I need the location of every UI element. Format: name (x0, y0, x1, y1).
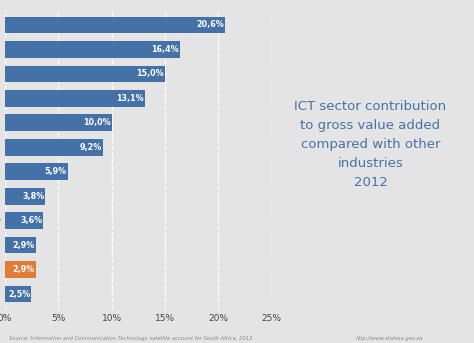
Bar (5, 163, 68, 180)
Bar (5, 17, 225, 33)
Text: 2,5%: 2,5% (8, 289, 30, 298)
Bar (5, 66, 165, 82)
Text: 13,1%: 13,1% (116, 94, 144, 103)
Bar (5, 90, 145, 107)
Text: ICT sector contribution
to gross value added
compared with other
industries
2012: ICT sector contribution to gross value a… (294, 100, 447, 189)
Bar (5, 139, 103, 156)
Text: 2,9%: 2,9% (12, 265, 35, 274)
Bar (5, 237, 36, 253)
Text: 5,9%: 5,9% (45, 167, 67, 176)
Text: 10,0%: 10,0% (83, 118, 110, 127)
Bar (5, 41, 180, 58)
Text: 3,8%: 3,8% (22, 192, 44, 201)
Bar (5, 261, 36, 278)
Text: Source: Information and Communication Technology satellite account for South Afr: Source: Information and Communication Te… (9, 336, 253, 341)
Bar (5, 188, 46, 204)
Text: 15,0%: 15,0% (137, 69, 164, 79)
Bar (5, 286, 31, 302)
Text: 16,4%: 16,4% (151, 45, 179, 54)
Text: 20,6%: 20,6% (196, 21, 224, 29)
Bar (5, 115, 111, 131)
Text: http://www.statssa.gov.za: http://www.statssa.gov.za (356, 336, 423, 341)
Text: 3,6%: 3,6% (20, 216, 42, 225)
Text: 9,2%: 9,2% (80, 143, 102, 152)
Text: 2,9%: 2,9% (12, 240, 35, 250)
Bar (5, 212, 43, 229)
